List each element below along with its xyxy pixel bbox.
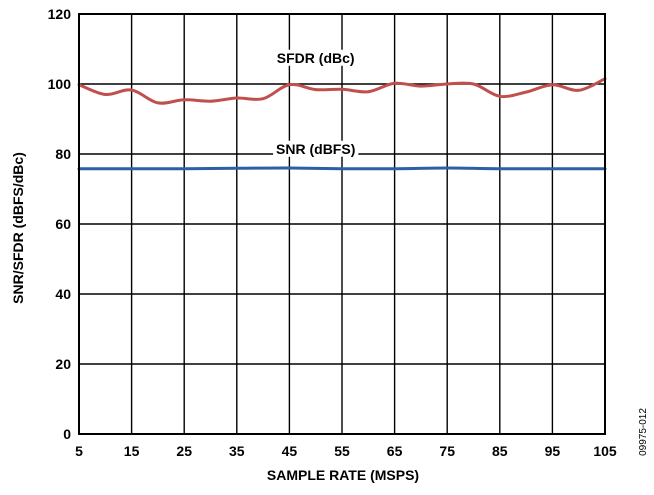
snr-label: SNR (dBFS) bbox=[273, 140, 359, 157]
x-tick-label: 85 bbox=[492, 443, 508, 459]
y-tick-label: 40 bbox=[55, 286, 71, 302]
x-tick-label: 15 bbox=[124, 443, 140, 459]
label-background bbox=[273, 140, 359, 157]
y-tick-label: 60 bbox=[55, 216, 71, 232]
y-tick-label: 0 bbox=[63, 426, 71, 442]
x-axis-title: SAMPLE RATE (MSPS) bbox=[267, 467, 419, 483]
series-line-snr bbox=[77, 166, 607, 171]
series-line-sfdr bbox=[77, 77, 607, 105]
y-tick-label: 80 bbox=[55, 146, 71, 162]
y-tick-label: 100 bbox=[48, 76, 72, 92]
x-tick-label: 55 bbox=[334, 443, 350, 459]
x-tick-label: 95 bbox=[545, 443, 561, 459]
x-tick-label: 5 bbox=[75, 443, 83, 459]
grid-lines bbox=[78, 13, 606, 435]
series-label-text: SFDR (dBc) bbox=[277, 50, 355, 66]
label-background bbox=[273, 49, 358, 66]
figure-id: 09975-012 bbox=[638, 408, 649, 456]
x-tick-labels: 5 15 25 35 45 55 65 75 85 95 105 bbox=[75, 443, 617, 459]
x-tick-label: 25 bbox=[176, 443, 192, 459]
x-tick-label: 105 bbox=[593, 443, 617, 459]
series-label-text: SNR (dBFS) bbox=[276, 141, 355, 157]
y-tick-label: 20 bbox=[55, 356, 71, 372]
series-lines bbox=[77, 77, 607, 171]
y-tick-label: 120 bbox=[48, 6, 72, 22]
x-tick-label: 75 bbox=[439, 443, 455, 459]
x-tick-label: 45 bbox=[282, 443, 298, 459]
x-tick-label: 35 bbox=[229, 443, 245, 459]
y-axis-title: SNR/SFDR (dBFS/dBc) bbox=[10, 152, 26, 304]
series-labels: SFDR (dBc) SNR (dBFS) bbox=[273, 49, 359, 157]
plot-frame bbox=[78, 13, 606, 435]
sfdr-label: SFDR (dBc) bbox=[273, 49, 358, 66]
y-tick-labels: 0 20 40 60 80 100 120 bbox=[48, 6, 72, 442]
x-tick-label: 65 bbox=[387, 443, 403, 459]
